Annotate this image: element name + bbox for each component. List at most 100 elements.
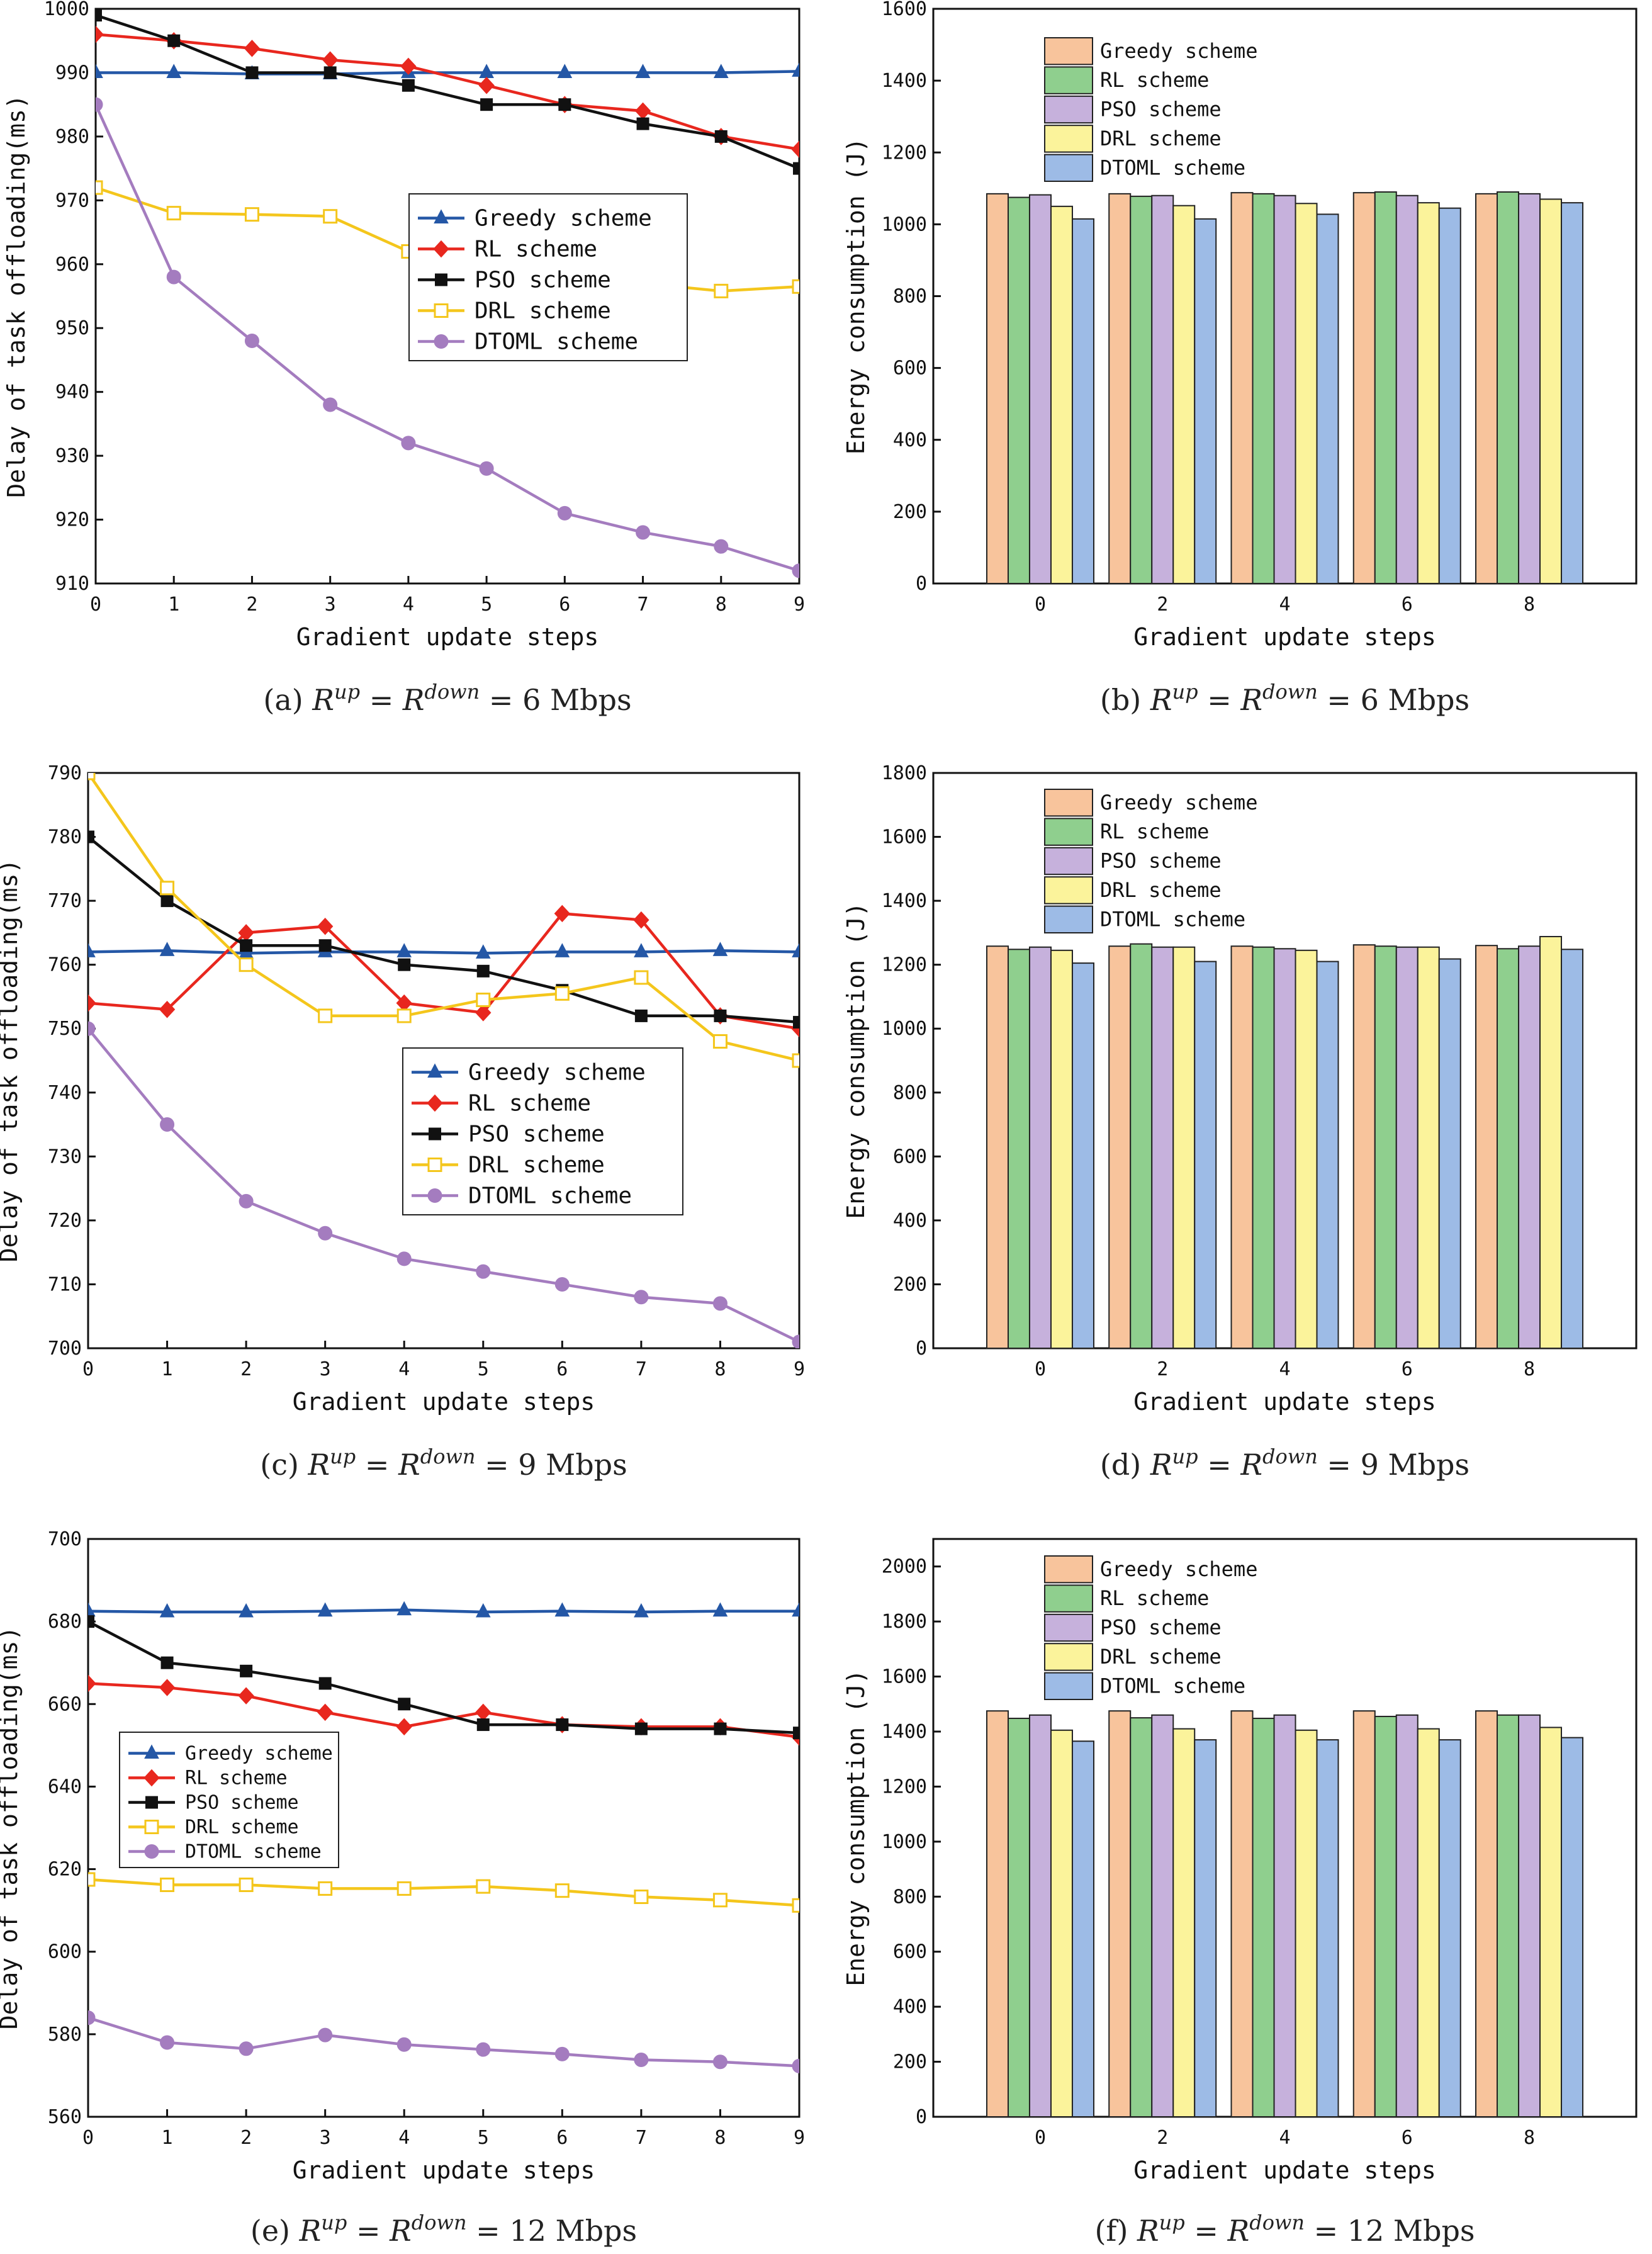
bar-greedy <box>1352 944 1376 1349</box>
data-point-greedy <box>166 64 182 78</box>
y-tick-label: 600 <box>893 1146 927 1168</box>
bar-dtoml <box>1316 1739 1339 2117</box>
caption-f: (f) Rup = Rdown = 12 Mbps <box>1094 2211 1475 2248</box>
data-point-drl <box>554 1883 570 1898</box>
y-axis-label-f: Energy consumption (J) <box>842 1669 870 1986</box>
y-tick-label: 1400 <box>882 70 927 92</box>
data-point-rl <box>554 904 571 923</box>
caption-d-part: = <box>1318 1448 1361 1482</box>
bar-pso <box>1028 1714 1052 2118</box>
caption-b-part: down <box>1262 680 1318 704</box>
data-point-drl <box>318 1881 333 1896</box>
x-tick-label: 1 <box>168 594 179 616</box>
data-point-drl <box>96 180 103 195</box>
bar-greedy <box>986 945 1009 1349</box>
bar-rl <box>1497 191 1520 584</box>
y-axis-label-b: Energy consumption (J) <box>842 138 870 454</box>
legend-item-pso: PSO scheme <box>1100 849 1222 873</box>
x-tick-label: 8 <box>716 594 727 616</box>
bar-greedy <box>1108 1710 1132 2118</box>
series-line-rl <box>96 33 799 151</box>
y-tick-label: 980 <box>55 126 89 148</box>
data-point-pso <box>318 1677 332 1690</box>
data-point-greedy <box>792 943 799 957</box>
x-tick-label: 0 <box>1035 2127 1046 2149</box>
bar-pso <box>1028 946 1052 1349</box>
legend-item-rl-marker <box>143 1769 160 1787</box>
legend-item-drl: DRL scheme <box>1100 127 1222 150</box>
chart-panel-d: 0 200 400 600 800 1000 1200 1400 1600 1800 Gradien… <box>842 762 1638 1416</box>
data-point-drl <box>712 1034 728 1049</box>
y-tick-label: 400 <box>893 429 927 451</box>
y-tick-label: 600 <box>893 358 927 380</box>
x-tick-label: 2 <box>240 1358 252 1380</box>
legend-item-pso-marker <box>435 273 447 286</box>
caption-e: (e) Rup = Rdown = 12 Mbps <box>250 2211 637 2248</box>
legend-item-dtoml: DTOML scheme <box>1100 155 1245 179</box>
y-tick-label: 770 <box>48 890 82 912</box>
caption-d-part: 9 Mbps <box>1361 1448 1470 1482</box>
data-point-dtoml <box>712 2054 728 2070</box>
data-point-dtoml <box>479 461 494 476</box>
caption-e-part: R <box>299 2214 322 2248</box>
legend-item-rl-marker <box>427 1094 443 1112</box>
caption-f-part: = <box>1185 2214 1228 2248</box>
y-tick-label: 760 <box>48 954 82 976</box>
legend-item-rl-swatch <box>1044 818 1093 846</box>
bar-pso <box>1518 1714 1541 2118</box>
y-axis-label-a: Delay of task offloading(ms) <box>3 94 30 498</box>
legend-item-pso-swatch <box>1044 847 1093 876</box>
x-tick-label: 8 <box>1524 594 1535 616</box>
data-point-greedy <box>239 1603 254 1618</box>
data-point-greedy <box>317 1602 333 1617</box>
data-point-dtoml <box>396 1251 412 1266</box>
y-tick-label: 1600 <box>882 0 927 20</box>
bar-greedy <box>986 1710 1009 2118</box>
data-point-drl <box>239 957 254 972</box>
bar-greedy <box>1352 1710 1376 2118</box>
series-line-dtoml <box>88 2016 799 2068</box>
y-tick-label: 790 <box>48 762 82 784</box>
caption-b-part: up <box>1172 680 1198 704</box>
y-tick-label: 1200 <box>882 1776 927 1798</box>
bar-greedy <box>1230 1710 1254 2118</box>
bar-greedy <box>1108 193 1132 584</box>
data-point-drl <box>554 986 570 1001</box>
data-point-pso <box>240 1664 253 1677</box>
data-point-rl <box>396 1718 412 1736</box>
y-tick-label: 400 <box>893 1996 927 2018</box>
y-tick-label: 710 <box>48 1273 82 1295</box>
caption-b: (b) Rup = Rdown = 6 Mbps <box>1100 680 1469 717</box>
data-point-drl <box>396 1881 412 1896</box>
data-point-drl <box>239 1877 254 1892</box>
y-tick-label: 1400 <box>882 1721 927 1743</box>
legend-item-rl: RL scheme <box>185 1767 288 1789</box>
y-tick-label: 740 <box>48 1082 82 1104</box>
bar-pso <box>1273 1714 1296 2118</box>
y-tick-label: 1400 <box>882 890 927 912</box>
legend-item-dtoml: DTOML scheme <box>1100 907 1245 931</box>
y-tick-label: 580 <box>48 2024 82 2046</box>
y-tick-label: 1800 <box>882 762 927 784</box>
x-tick-label: 4 <box>1279 1358 1290 1380</box>
bar-drl <box>1172 946 1196 1349</box>
caption-a-part: R <box>312 683 334 717</box>
legend-item-drl-marker <box>144 1820 159 1834</box>
series-line-dtoml <box>96 104 799 572</box>
data-point-dtoml <box>239 1193 254 1209</box>
bar-drl <box>1172 1728 1196 2118</box>
data-point-drl <box>318 1008 333 1023</box>
data-point-greedy <box>88 943 96 957</box>
x-tick-label: 8 <box>714 2127 726 2149</box>
legend-item-dtoml: DTOML scheme <box>475 329 638 354</box>
x-tick-label: 2 <box>1157 1358 1168 1380</box>
data-point-rl <box>791 140 799 158</box>
legend-item-rl: RL scheme <box>1100 820 1209 843</box>
x-tick-label: 2 <box>1157 594 1168 616</box>
x-tick-label: 2 <box>246 594 257 616</box>
legend-item-dtoml-swatch <box>1044 1672 1093 1701</box>
y-tick-label: 800 <box>893 1886 927 1908</box>
x-tick-label: 4 <box>1279 594 1290 616</box>
x-tick-label: 0 <box>82 1358 94 1380</box>
series-layer <box>88 773 799 1348</box>
